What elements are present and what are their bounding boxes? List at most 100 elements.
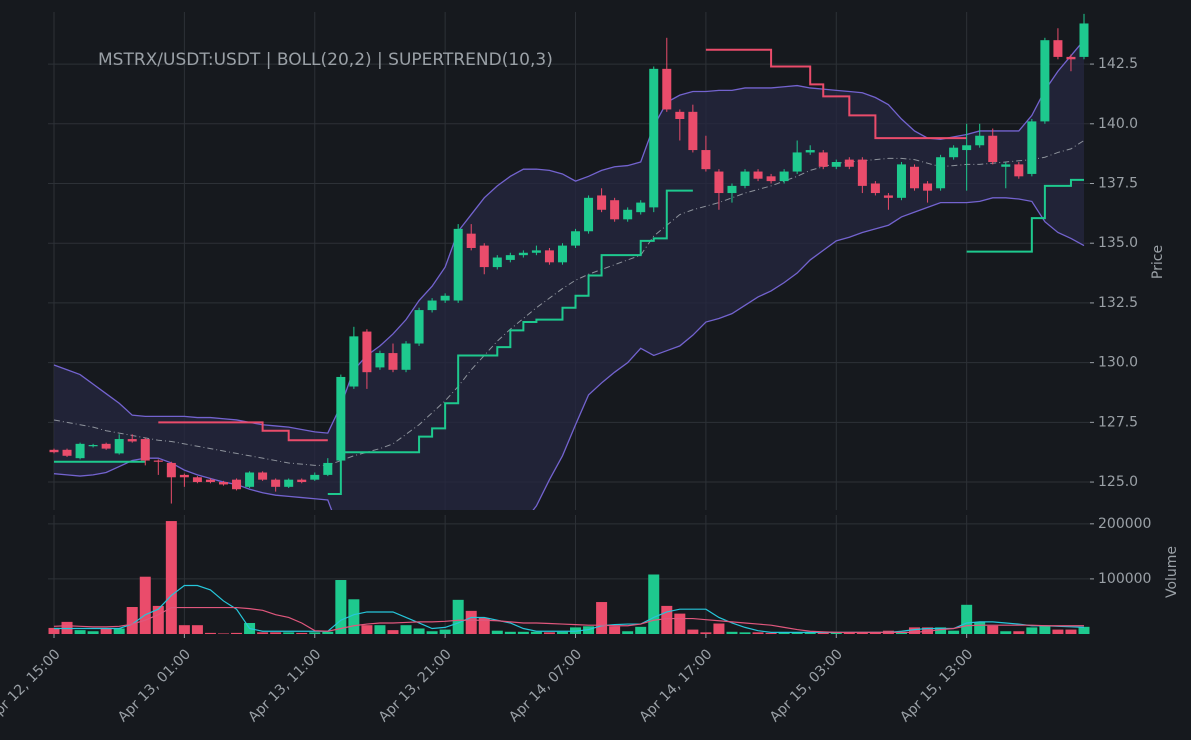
volume-bar [635, 626, 647, 634]
candle-body [779, 171, 789, 182]
candle-body [870, 183, 880, 194]
volume-bar [1000, 631, 1012, 634]
candle-body [936, 157, 946, 189]
candle-body [258, 472, 268, 480]
candle-body [440, 295, 450, 301]
volume-bar [452, 599, 464, 634]
volume-axis-label: Volume [1164, 546, 1180, 598]
bollinger-upper [53, 39, 1085, 434]
y-tick-label: 127.5 [1098, 414, 1138, 430]
volume-ma-line [53, 606, 1084, 633]
candle-body [179, 474, 189, 478]
volume-bar [439, 629, 451, 634]
volume-bar [974, 622, 986, 634]
candle-body [1014, 164, 1024, 177]
y-tick-label: 140.0 [1098, 116, 1138, 132]
volume-bar [74, 630, 86, 634]
candle-body [62, 449, 72, 456]
volume-bar [465, 610, 477, 634]
volume-bar [556, 631, 568, 634]
volume-bar [270, 632, 282, 634]
volume-bar [961, 604, 973, 634]
volume-bar [622, 631, 634, 634]
candle-body [205, 479, 215, 483]
candle-body [844, 159, 854, 167]
candle-body [923, 183, 933, 191]
candle-body [323, 462, 333, 475]
volume-bar [817, 632, 829, 634]
volume-bar [178, 625, 190, 634]
volume-bar [126, 607, 138, 634]
candle-body [401, 343, 411, 370]
volume-bar [322, 631, 334, 634]
volume-bar [700, 632, 712, 634]
candle-body [857, 159, 867, 186]
y-tick-label: 200000 [1098, 516, 1151, 532]
volume-bar [374, 625, 386, 634]
candle-body [753, 171, 763, 179]
volume-bar [791, 632, 803, 634]
volume-bar [1052, 629, 1064, 634]
candle-body [101, 443, 111, 449]
candle-body [192, 477, 202, 483]
volume-bar [309, 632, 321, 634]
candle-body [975, 135, 985, 146]
candle-body [166, 462, 176, 478]
y-tick-label: 132.5 [1098, 295, 1138, 311]
candle-body [232, 479, 242, 490]
candle-body [883, 195, 893, 198]
candle-body [271, 479, 281, 487]
candle-body [245, 472, 255, 487]
volume-bar [165, 521, 177, 634]
volume-bar [478, 618, 490, 634]
volume-bar [543, 632, 555, 634]
bollinger-middle [53, 140, 1085, 466]
volume-bar [283, 632, 295, 634]
candle-body [623, 209, 633, 220]
candle-body [88, 445, 98, 447]
volume-bar [987, 625, 999, 634]
volume-bar [843, 632, 855, 634]
candle-body [336, 376, 346, 461]
volume-bar [504, 631, 516, 634]
volume-bar [869, 632, 881, 634]
price-layer [49, 13, 1089, 504]
candle-body [662, 68, 672, 110]
candle-body [284, 479, 294, 487]
volume-bar [895, 632, 907, 634]
candle-body [414, 310, 424, 344]
volume-bar [713, 623, 725, 634]
candle-body [218, 482, 228, 485]
candle-body [479, 245, 489, 268]
candle-body [910, 166, 920, 189]
volume-bar [1078, 626, 1090, 634]
volume-bar [204, 632, 216, 634]
volume-bar [1039, 625, 1051, 634]
candle-body [831, 161, 841, 167]
candle-body [610, 200, 620, 220]
supertrend-down [158, 48, 967, 442]
volume-bar [1065, 629, 1077, 634]
candle-body [818, 152, 828, 167]
candle-body [375, 353, 385, 368]
volume-bar [687, 629, 699, 634]
candle-body [153, 460, 163, 462]
volume-bar [909, 627, 921, 634]
y-tick-label: 137.5 [1098, 175, 1138, 191]
volume-ma-line [54, 584, 1085, 633]
candle-body [988, 135, 998, 162]
candle-body [114, 439, 124, 454]
candle-body [1079, 23, 1089, 57]
candle-body [466, 233, 476, 248]
volume-bar [152, 605, 164, 634]
volume-bar [348, 599, 360, 634]
supertrend-up [54, 178, 1084, 495]
volume-bar [856, 632, 868, 634]
volume-bar [609, 626, 621, 634]
candle-body [544, 250, 554, 263]
volume-bar [661, 605, 673, 634]
candle-body [597, 195, 607, 210]
candle-body [636, 202, 646, 213]
volume-bar [739, 632, 751, 634]
volume-bar [387, 630, 399, 634]
